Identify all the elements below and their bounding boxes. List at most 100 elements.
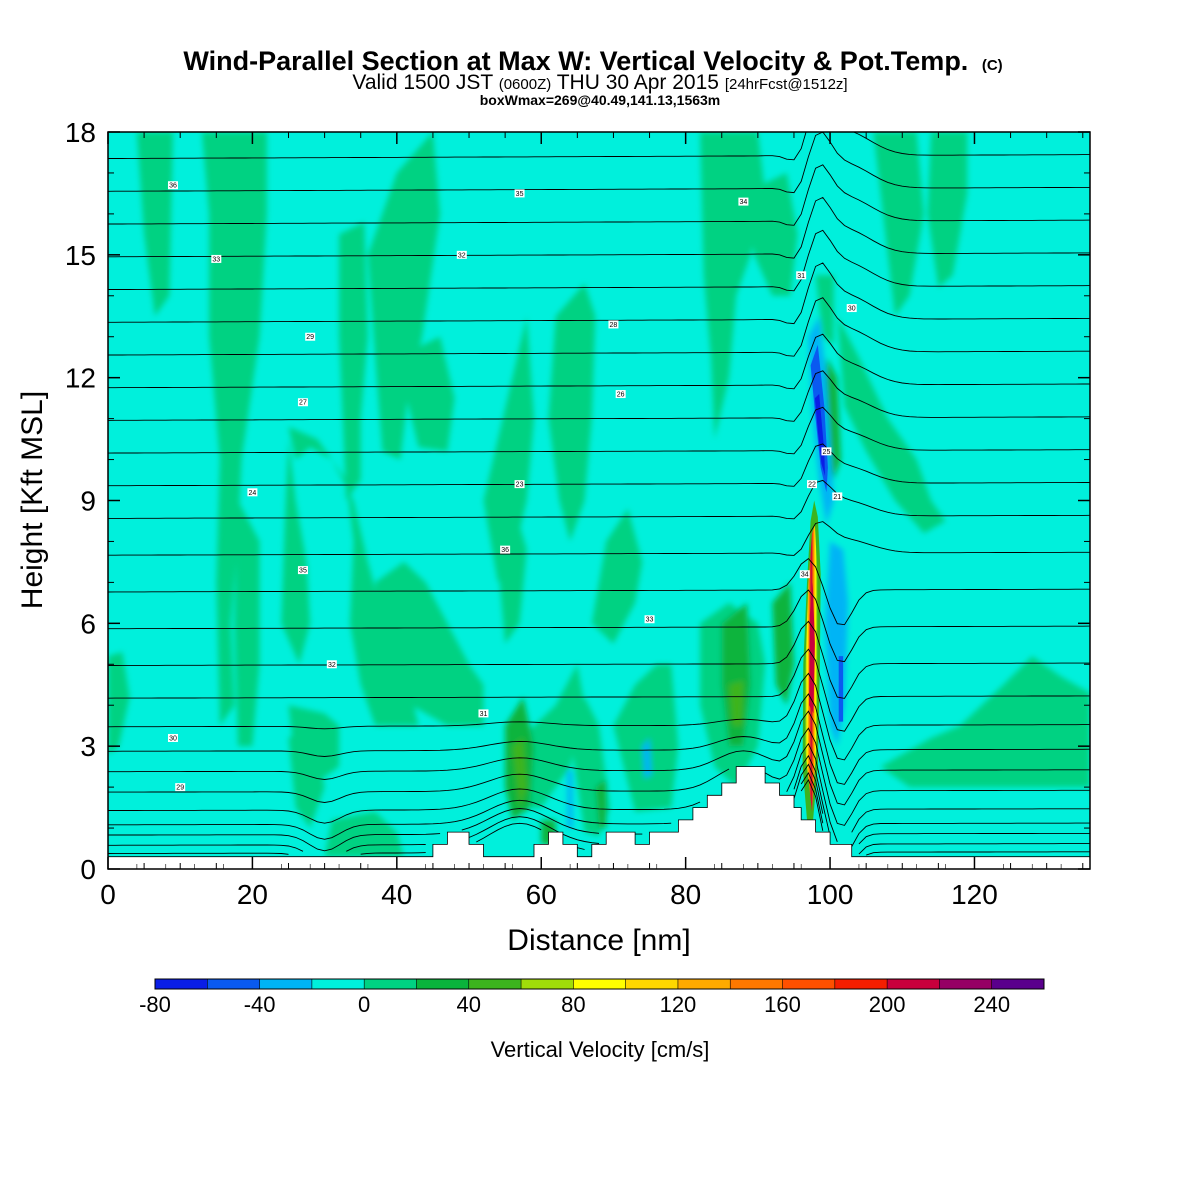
isentrope-label: 32 — [458, 252, 466, 259]
updraft-band — [324, 811, 404, 857]
isentrope-line — [108, 693, 1090, 785]
colorbar-tick-label: 160 — [764, 992, 801, 1017]
isentrope-label-bg — [167, 733, 178, 742]
isentrope-label-bg — [644, 615, 655, 624]
isentrope-label-bg — [799, 570, 810, 579]
updraft-core — [729, 680, 744, 726]
isentrope-label-bg — [478, 709, 489, 718]
isentrope-line — [108, 406, 1090, 455]
x-axis-label: Distance [nm] — [507, 924, 690, 957]
isentrope-label-bg — [326, 660, 337, 669]
chart-subtitle: Valid 1500 JST (0600Z) THU 30 Apr 2015 [… — [352, 71, 847, 94]
updraft-band — [375, 561, 484, 726]
colorbar-tick-label: -40 — [244, 992, 276, 1017]
x-tick-label: 80 — [670, 879, 701, 910]
updraft-band — [288, 725, 325, 829]
isentrope-label-bg — [514, 480, 525, 489]
isentrope-line — [108, 557, 1090, 626]
isentrope-label: 32 — [328, 662, 336, 669]
isentrope-label: 23 — [516, 482, 524, 489]
colorbar-swatch — [521, 979, 574, 989]
colorbar: -80 -40 0 40 80 120 160 200 240 — [139, 978, 1045, 1017]
isentrope-label: 30 — [848, 306, 856, 313]
updraft-band — [396, 336, 455, 452]
isentrope-label: 34 — [801, 572, 809, 579]
isentrope-label: 27 — [299, 400, 307, 407]
colorbar-swatch — [364, 979, 417, 989]
chart-subtitle-box: boxWmax=269@40.49,141.13,1563m — [480, 92, 721, 108]
isentrope-label: 29 — [306, 334, 314, 341]
updraft-band — [234, 500, 260, 747]
y-axis-label: Height [Kft MSL] — [16, 391, 49, 609]
colorbar-tick-label: 40 — [457, 992, 481, 1017]
isentrope-label-bg — [297, 398, 308, 407]
isentrope-line — [108, 778, 1090, 856]
x-tick-label: 120 — [951, 879, 998, 910]
isentrope-line — [108, 589, 1090, 663]
updraft-core — [772, 582, 794, 706]
colorbar-swatch — [625, 979, 679, 989]
x-tick-label: 40 — [381, 879, 412, 910]
updraft-band — [880, 656, 1090, 788]
colorbar-swatch — [887, 979, 940, 989]
velocity-soft-layer — [108, 132, 1090, 857]
isentrope-label: 33 — [646, 617, 654, 624]
isentrope-line — [108, 710, 1090, 806]
updraft-band — [339, 222, 368, 501]
isentrope-label: 22 — [808, 482, 816, 489]
isentrope-line — [108, 742, 1090, 842]
downdraft-core — [814, 394, 825, 476]
downdraft-area — [642, 738, 652, 779]
y-tick-label: 18 — [65, 117, 96, 148]
updraft-band — [815, 275, 834, 345]
isentrope-line — [108, 772, 1090, 855]
colorbar-tick-label: 240 — [973, 992, 1010, 1017]
isentrope-label-bg — [821, 447, 832, 456]
isentrope-line — [108, 443, 1090, 487]
updraft-band — [483, 316, 534, 583]
colorbar-swatch — [468, 979, 522, 989]
subtitle-utc: (0600Z) — [499, 76, 552, 93]
updraft-band — [613, 664, 679, 812]
isentrope-label: 34 — [740, 199, 748, 206]
colorbar-swatch — [991, 979, 1045, 989]
x-tick-label: 100 — [807, 879, 854, 910]
isentrope-line — [108, 333, 1090, 390]
vertical-velocity-field — [108, 132, 1090, 857]
isentrope-label-bg — [247, 488, 258, 497]
isentrope-label-bg — [500, 545, 511, 554]
isentrope-label-bg — [456, 250, 467, 259]
isentrope-line — [108, 754, 1090, 847]
isentrope-label-bg — [807, 480, 818, 489]
colorbar-swatch — [155, 979, 208, 989]
colorbar-label: Vertical Velocity [cm/s] — [491, 1037, 710, 1062]
isentrope-label-bg — [796, 271, 807, 280]
isentrope-label: 36 — [501, 547, 509, 554]
y-tick-label: 15 — [65, 240, 96, 271]
isentrope-label: 36 — [169, 183, 177, 190]
x-tick-label: 60 — [526, 879, 557, 910]
isentrope-line — [108, 672, 1090, 761]
potential-temperature-contours: 36 35 34 33 32 31 30 29 28 27 26 25 24 23 22 21 36 35 34 33… — [108, 132, 1090, 856]
updraft-band — [201, 132, 267, 726]
colorbar-swatch — [573, 979, 627, 989]
isentrope-label: 26 — [617, 392, 625, 399]
updraft-band — [743, 172, 798, 296]
isentrope-label-bg — [738, 197, 749, 206]
colorbar-swatch — [207, 979, 261, 989]
isentrope-label: 29 — [176, 785, 184, 792]
isentrope-line — [108, 164, 1090, 226]
colorbar-frame — [154, 978, 1045, 990]
updraft-band — [837, 316, 946, 534]
isentrope-label: 24 — [249, 490, 257, 497]
isentrope-label: 33 — [212, 256, 220, 263]
title-text: Wind-Parallel Section at Max W: Vertical… — [183, 46, 968, 76]
isentrope-label-bg — [305, 332, 316, 341]
colorbar-swatch — [677, 979, 731, 989]
isentrope-label-bg — [608, 320, 619, 329]
isentrope-label-bg — [167, 181, 178, 190]
updraft-band — [548, 283, 596, 542]
updraft-band — [591, 508, 643, 644]
